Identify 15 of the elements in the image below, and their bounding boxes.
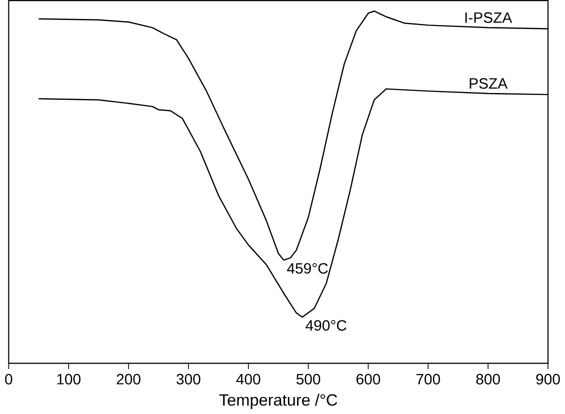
x-tick-label: 500 bbox=[296, 374, 320, 385]
x-tick-label: 800 bbox=[476, 374, 500, 385]
annotation: 459°C bbox=[287, 263, 328, 274]
x-tick-label: 100 bbox=[57, 374, 80, 385]
x-tick-label: 200 bbox=[116, 374, 140, 385]
x-tick-label: 900 bbox=[536, 374, 560, 385]
x-tick-label: 600 bbox=[356, 374, 380, 385]
annotation: 490°C bbox=[306, 320, 346, 331]
x-axis-title: Temperature /°C bbox=[219, 394, 338, 410]
series-label: PSZA bbox=[470, 78, 508, 89]
series-label: I-PSZA bbox=[465, 12, 512, 24]
x-tick-label: 400 bbox=[236, 374, 260, 385]
x-tick-label: 0 bbox=[5, 374, 12, 385]
x-tick-label: 700 bbox=[416, 374, 440, 385]
x-tick-label: 300 bbox=[176, 374, 200, 385]
